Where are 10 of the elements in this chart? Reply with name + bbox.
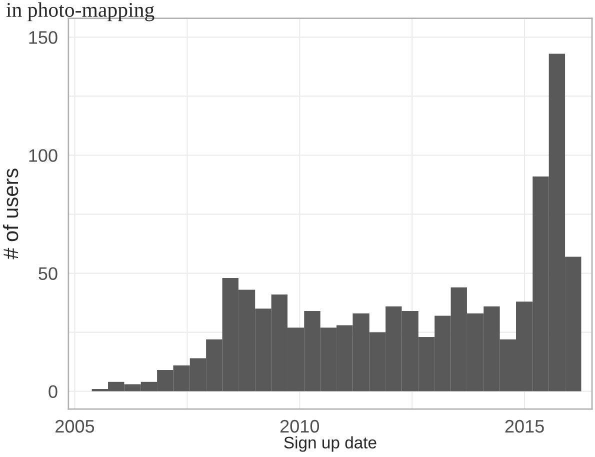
y-tick-label: 100 — [29, 149, 58, 162]
chart-title: in photo-mapping — [6, 2, 154, 22]
x-tick-label: 2005 — [56, 420, 94, 433]
x-tick-label: 2010 — [280, 420, 320, 433]
y-tick-label: 0 — [48, 385, 58, 398]
y-tick-label: 50 — [38, 267, 58, 280]
y-tick-label: 150 — [29, 31, 58, 44]
x-axis-title: Sign up date — [284, 436, 376, 452]
y-axis-title: # of users — [2, 168, 18, 260]
x-tick-label: 2015 — [505, 420, 544, 433]
